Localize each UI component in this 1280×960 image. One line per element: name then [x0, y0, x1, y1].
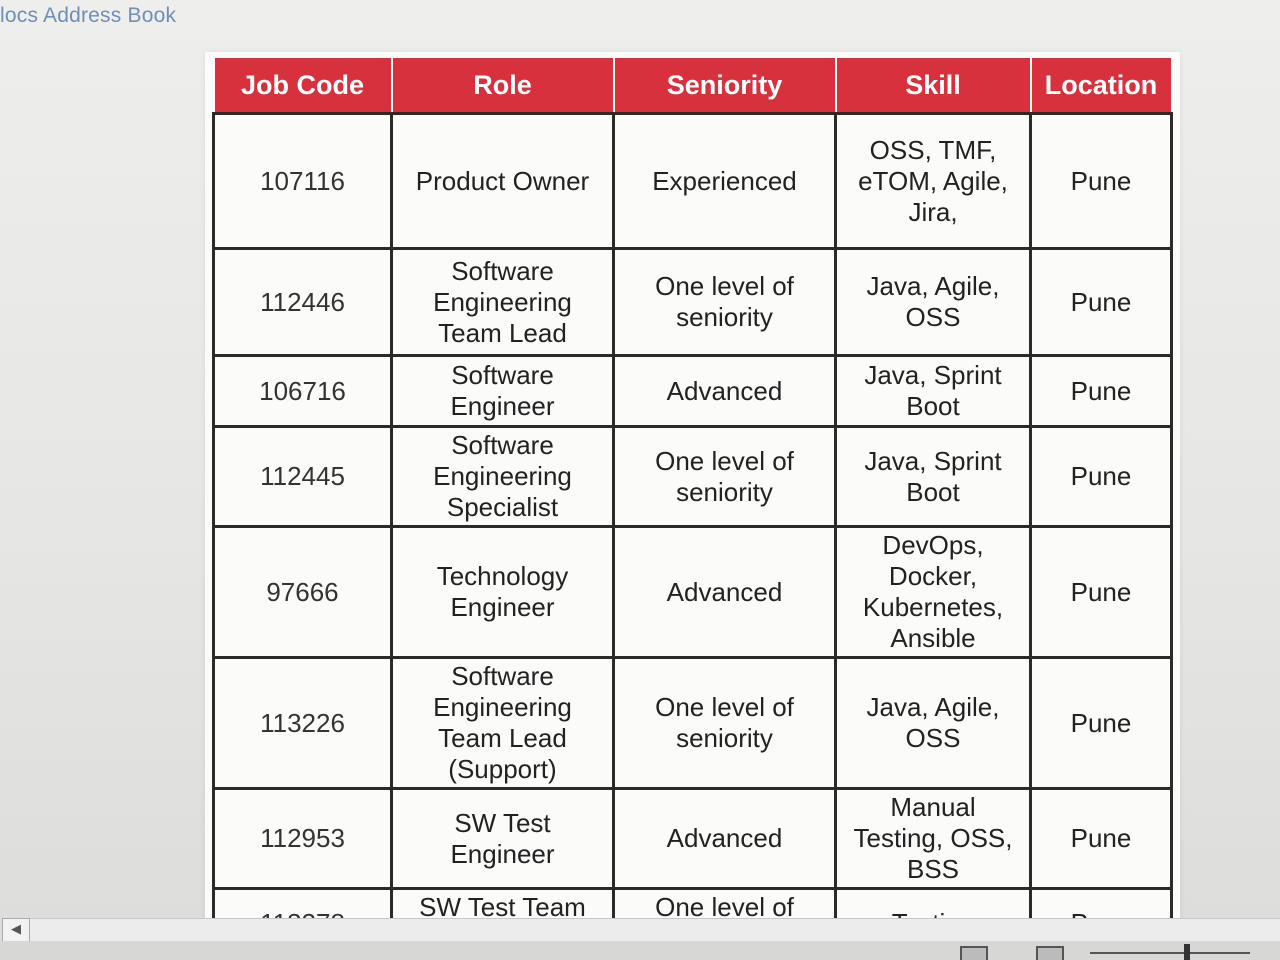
- location-cell: Pune: [1029, 525, 1173, 659]
- header-job-code: Job Code: [212, 56, 393, 115]
- skill-cell: Manual Testing, OSS, BSS: [834, 787, 1032, 890]
- location-cell: Pune: [1029, 787, 1173, 890]
- role-cell: SW Test Engineer: [390, 787, 615, 890]
- table-row: 107116 Product Owner Experienced OSS, TM…: [212, 112, 1173, 250]
- zoom-slider[interactable]: [1090, 952, 1250, 954]
- table-row: 97666 Technology Engineer Advanced DevOp…: [212, 525, 1173, 659]
- job-code-cell: 97666: [212, 525, 393, 659]
- horizontal-scrollbar[interactable]: [30, 918, 1280, 941]
- print-layout-view-icon[interactable]: [960, 946, 988, 960]
- role-cell: Software Engineering Team Lead (Support): [390, 656, 615, 790]
- location-cell: Pune: [1029, 247, 1173, 357]
- location-cell: Pune: [1029, 425, 1173, 528]
- header-skill: Skill: [834, 56, 1032, 115]
- seniority-cell: One level of seniority: [612, 425, 837, 528]
- seniority-cell: One level of seniority: [612, 247, 837, 357]
- role-cell: Technology Engineer: [390, 525, 615, 659]
- table-row: 112953 SW Test Engineer Advanced Manual …: [212, 787, 1173, 890]
- skill-cell: Java, Sprint Boot: [834, 354, 1032, 428]
- skill-cell: DevOps, Docker, Kubernetes, Ansible: [834, 525, 1032, 659]
- location-cell: Pune: [1029, 112, 1173, 250]
- role-cell: Software Engineer: [390, 354, 615, 428]
- seniority-cell: One level of seniority: [612, 656, 837, 790]
- header-seniority: Seniority: [612, 56, 837, 115]
- header-role: Role: [390, 56, 615, 115]
- table-row: 112446 Software Engineering Team Lead On…: [212, 247, 1173, 357]
- skill-cell: Java, Agile, OSS: [834, 247, 1032, 357]
- table-row: 112445 Software Engineering Specialist O…: [212, 425, 1173, 528]
- seniority-cell: Advanced: [612, 525, 837, 659]
- job-openings-table: Job Code Role Seniority Skill Location 1…: [212, 56, 1173, 959]
- skill-cell: Java, Agile, OSS: [834, 656, 1032, 790]
- job-code-cell: 106716: [212, 354, 393, 428]
- role-cell: Software Engineering Specialist: [390, 425, 615, 528]
- status-bar: [0, 941, 1280, 960]
- table-row: 113226 Software Engineering Team Lead (S…: [212, 656, 1173, 790]
- job-code-cell: 107116: [212, 112, 393, 250]
- role-cell: Product Owner: [390, 112, 615, 250]
- location-cell: Pune: [1029, 656, 1173, 790]
- job-code-cell: 112446: [212, 247, 393, 357]
- skill-cell: Java, Sprint Boot: [834, 425, 1032, 528]
- skill-cell: OSS, TMF, eTOM, Agile, Jira,: [834, 112, 1032, 250]
- zoom-slider-thumb[interactable]: [1184, 944, 1190, 960]
- seniority-cell: Experienced: [612, 112, 837, 250]
- location-cell: Pune: [1029, 354, 1173, 428]
- header-location: Location: [1029, 56, 1173, 115]
- app-title: locs Address Book: [0, 4, 177, 27]
- job-code-cell: 112953: [212, 787, 393, 890]
- job-code-cell: 112445: [212, 425, 393, 528]
- web-layout-view-icon[interactable]: [1036, 946, 1064, 960]
- role-cell: Software Engineering Team Lead: [390, 247, 615, 357]
- seniority-cell: Advanced: [612, 787, 837, 890]
- table-header-row: Job Code Role Seniority Skill Location: [212, 56, 1173, 115]
- scroll-left-button[interactable]: ◀: [2, 918, 30, 942]
- seniority-cell: Advanced: [612, 354, 837, 428]
- table-row: 106716 Software Engineer Advanced Java, …: [212, 354, 1173, 428]
- job-code-cell: 113226: [212, 656, 393, 790]
- triangle-left-icon: ◀: [11, 922, 21, 937]
